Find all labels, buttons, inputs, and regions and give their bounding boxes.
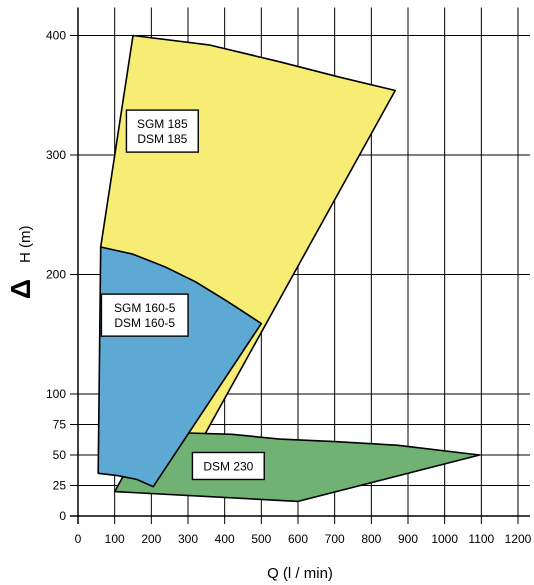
x-tick-label-1200: 1200 — [505, 532, 532, 546]
y-tick-label-0: 0 — [59, 509, 66, 523]
x-tick-label-600: 600 — [288, 532, 308, 546]
y-tick-label-400: 400 — [46, 29, 66, 43]
label-box-frame-dsm230 — [191, 451, 265, 481]
y-tick-label-300: 300 — [46, 148, 66, 162]
region-dsm230 — [113, 430, 481, 503]
y-axis-title: Δ H (m) — [5, 226, 36, 300]
label-box-dsm230: DSM 230 — [191, 451, 265, 481]
y-tick-label-25: 25 — [53, 479, 67, 493]
x-tick-label-100: 100 — [105, 532, 125, 546]
axes — [70, 7, 530, 524]
region-label-dsm230-0: DSM 230 — [203, 459, 253, 473]
x-axis-title: Q (l / min) — [267, 565, 333, 582]
x-tick-label-700: 700 — [325, 532, 345, 546]
region-label-sgm160-1: DSM 160-5 — [114, 316, 175, 330]
y-tick-label-50: 50 — [53, 448, 67, 462]
x-tick-label-900: 900 — [398, 532, 418, 546]
x-tick-label-200: 200 — [141, 532, 161, 546]
label-box-frame-sgm160 — [100, 293, 189, 337]
y-tick-label-75: 75 — [53, 418, 67, 432]
x-tick-label-1100: 1100 — [468, 532, 494, 546]
x-tick-label-800: 800 — [361, 532, 381, 546]
x-tick-label-1000: 1000 — [431, 532, 458, 546]
region-label-sgm160-0: SGM 160-5 — [114, 301, 176, 315]
x-tick-label-400: 400 — [215, 532, 235, 546]
y-axis-delta-symbol: Δ — [5, 279, 36, 299]
y-tick-label-200: 200 — [46, 268, 66, 282]
region-label-sgm185-1: DSM 185 — [137, 132, 187, 146]
y-axis-label: H (m) — [17, 226, 34, 264]
x-tick-label-500: 500 — [251, 532, 271, 546]
region-label-sgm185-0: SGM 185 — [137, 117, 188, 131]
performance-regions — [97, 34, 481, 503]
y-tick-label-100: 100 — [46, 387, 66, 401]
x-tick-label-0: 0 — [75, 532, 82, 546]
label-box-frame-sgm185 — [125, 109, 199, 153]
x-tick-label-300: 300 — [178, 532, 198, 546]
tick-labels: 0 100 200 300 400 500 600 700 800 900 1000 1100 1200… — [46, 29, 532, 547]
